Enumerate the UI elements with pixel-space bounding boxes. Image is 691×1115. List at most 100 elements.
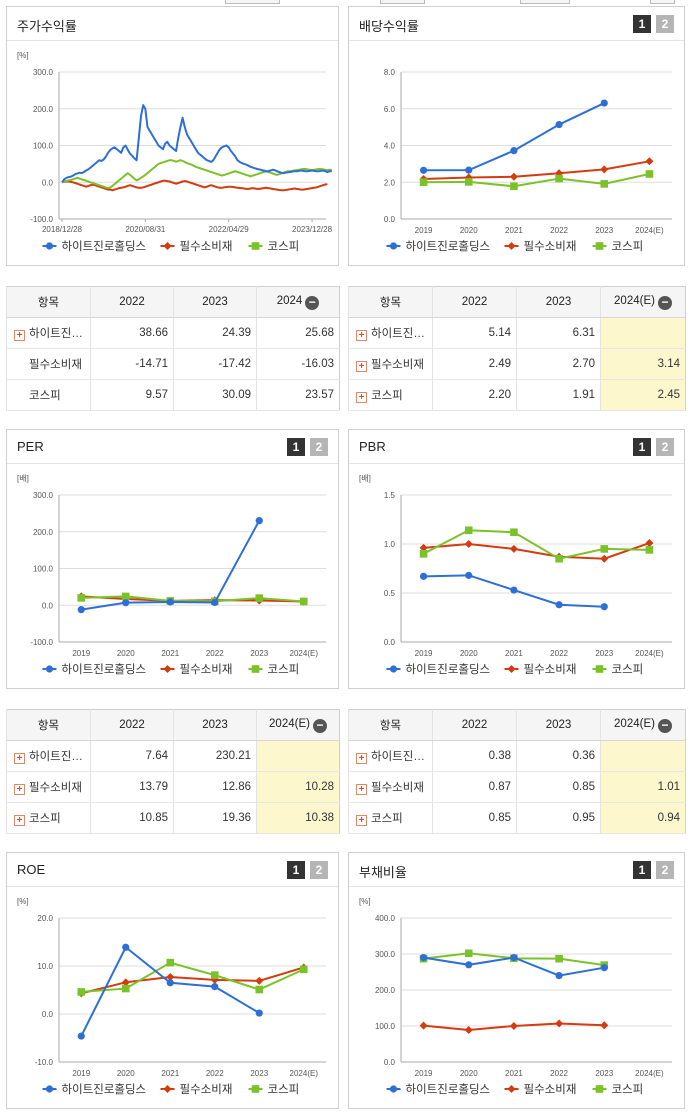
table-cell: [256, 740, 340, 772]
legend-item-kospi: 코스피: [592, 240, 643, 253]
data-point: [163, 1085, 172, 1093]
page-2-button[interactable]: 2: [656, 15, 674, 33]
data-point: [45, 665, 54, 673]
column-header: 2024(E) −: [600, 286, 686, 318]
plus-icon[interactable]: +: [356, 784, 367, 795]
data-point: [77, 594, 86, 602]
column-header: 2022: [90, 709, 174, 741]
data-point: [121, 978, 130, 987]
data-point: [166, 958, 175, 967]
data-point: [211, 983, 219, 991]
column-header: 항목: [348, 709, 433, 741]
table-cell: 12.86: [173, 771, 257, 803]
page-2-button[interactable]: 2: [310, 861, 328, 879]
plus-icon[interactable]: +: [14, 784, 25, 795]
y-tick-label: 0.0: [42, 178, 54, 187]
data-point: [555, 554, 563, 563]
table-cell: 7.64: [90, 740, 174, 772]
price-return-table: 항목 2022 2023 2024− + 하이트진… 38.66 24.39 25…: [6, 286, 340, 411]
page-1-button[interactable]: 1: [633, 861, 651, 879]
y-tick-label: 0.5: [384, 589, 396, 598]
x-tick-label: 2024(E): [635, 1069, 664, 1078]
panel-title: 주가수익률: [17, 19, 77, 34]
legend-item-sector: 필수소비재: [160, 663, 233, 676]
table-cell: [600, 740, 686, 772]
table-header-row: 항목 2022 2023 2024(E) −: [348, 709, 686, 741]
legend-label: 코스피: [612, 663, 644, 676]
data-point: [419, 550, 428, 558]
plus-icon[interactable]: +: [356, 392, 367, 403]
minus-icon[interactable]: −: [312, 718, 327, 733]
page-1-button[interactable]: 1: [633, 15, 651, 33]
page-2-button[interactable]: 2: [656, 438, 674, 456]
plus-icon[interactable]: +: [14, 815, 25, 826]
data-point: [509, 544, 518, 553]
y-unit-label: [%]: [359, 897, 371, 906]
legend-label: 하이트진로홀딩스: [406, 1082, 491, 1096]
series-line-sector: [423, 160, 650, 180]
page-1-button[interactable]: 1: [633, 438, 651, 456]
table-cell: 10.28: [256, 771, 340, 803]
table-cell: 2.20: [432, 379, 517, 411]
plus-icon[interactable]: +: [356, 753, 367, 764]
series-line-sector: [81, 966, 305, 995]
minus-icon[interactable]: −: [657, 718, 672, 733]
page-2-button[interactable]: 2: [310, 438, 328, 456]
data-point: [255, 1009, 263, 1017]
plus-icon[interactable]: +: [14, 753, 25, 764]
page-1-button[interactable]: 1: [287, 861, 305, 879]
y-tick-label: -10.0: [35, 1058, 54, 1067]
data-point: [251, 242, 260, 250]
data-point: [555, 120, 563, 129]
page-2-button[interactable]: 2: [656, 861, 674, 879]
row-name: 하이트진…: [371, 328, 425, 340]
pbr-chart: [배] 1.5 1.0 0.5 0.0 2019 2020 2021 2022 2023 2024(…: [359, 474, 672, 676]
x-tick-label: 2022: [550, 649, 568, 658]
page-1-button[interactable]: 1: [287, 438, 305, 456]
y-tick-label: 200.0: [33, 528, 54, 537]
data-point: [163, 242, 172, 250]
plus-icon[interactable]: +: [14, 330, 25, 341]
data-point: [464, 1025, 473, 1034]
x-tick-label: 2020: [460, 649, 478, 658]
table-row: + 하이트진… 0.38 0.36: [348, 740, 686, 772]
table-header-row: 항목 2022 2023 2024−: [6, 286, 340, 318]
minus-icon[interactable]: −: [305, 295, 320, 310]
legend-item-kospi: 코스피: [248, 1083, 299, 1096]
column-header: 2024(E) −: [600, 709, 686, 741]
dividend-yield-table: 항목 2022 2023 2024(E) − + 하이트진… 5.14 6.31 +…: [348, 286, 686, 411]
data-point: [45, 242, 54, 250]
plus-icon[interactable]: +: [356, 361, 367, 372]
legend-label: 필수소비재: [180, 663, 233, 676]
x-tick-label: 2019: [72, 1069, 90, 1078]
data-point: [419, 954, 428, 962]
y-tick-label: 300.0: [33, 491, 54, 500]
column-header: 2022: [432, 709, 517, 741]
data-point: [299, 965, 308, 974]
table-cell: 1.01: [600, 771, 686, 803]
y-tick-label: 400.0: [375, 914, 396, 923]
column-header: 2024(E) −: [256, 709, 340, 741]
roe-chart: [%] 20.0 10.0 0.0 -10.0 2019 2020 2021 2022 2023 2…: [17, 897, 326, 1096]
series-line-company: [423, 102, 605, 172]
y-tick-label: 0.0: [42, 1010, 54, 1019]
plus-icon[interactable]: +: [356, 330, 367, 341]
data-point: [251, 665, 260, 673]
legend-label: 하이트진로홀딩스: [62, 662, 147, 676]
minus-icon[interactable]: −: [657, 295, 672, 310]
y-tick-label: 300.0: [33, 68, 54, 77]
data-point: [555, 174, 563, 183]
series-line-sector: [61, 179, 328, 192]
y-tick-label: 200.0: [33, 105, 54, 114]
data-point: [163, 665, 172, 673]
plus-icon[interactable]: +: [356, 815, 367, 826]
row-label: 필수소비재: [6, 348, 91, 380]
data-point: [510, 954, 518, 962]
data-point: [122, 599, 130, 607]
table-cell: 3.14: [600, 348, 686, 380]
row-label: 코스피: [6, 379, 91, 411]
data-point: [419, 543, 428, 552]
